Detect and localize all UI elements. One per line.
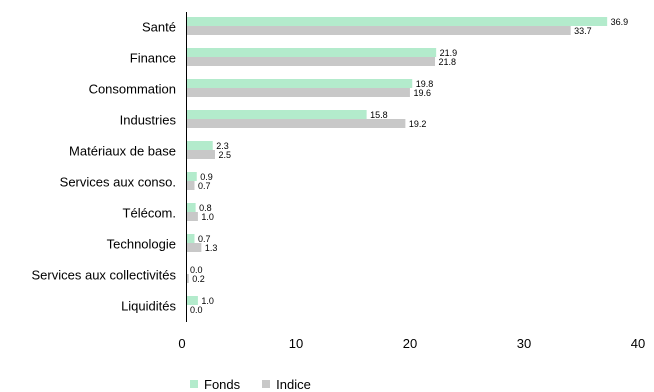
- value-label-indice-telecom: 1.0: [201, 212, 214, 222]
- value-label-indice-liquidites: 0.0: [190, 305, 203, 315]
- legend-swatch-fonds: [190, 380, 198, 388]
- category-label-consommation: Consommation: [89, 82, 176, 97]
- bar-fonds-liquidites: [186, 296, 198, 305]
- bars-group: 36.9 33.7 21.921.8 19.819.6 15.8 19.2 2.32.5 0.…: [186, 17, 629, 315]
- value-label-fonds-sante: 36.9: [611, 17, 629, 27]
- bar-fonds-finance: [186, 48, 437, 57]
- legend-item-indice: Indice: [262, 377, 311, 392]
- category-label-liquidites: Liquidités: [121, 299, 176, 314]
- category-label-technologie: Technologie: [107, 237, 176, 252]
- category-label-finance: Finance: [130, 51, 176, 66]
- x-tick-label-0: 0: [178, 336, 185, 351]
- legend-swatch-indice: [262, 380, 271, 388]
- value-label-indice-sante: 33.7: [574, 26, 592, 36]
- value-label-indice-industries: 19.2: [409, 119, 427, 129]
- value-label-fonds-technologie: 0.7: [198, 234, 211, 244]
- value-label-indice-technologie: 1.3: [205, 243, 218, 253]
- bar-indice-telecom: [186, 212, 198, 221]
- value-label-fonds-liquidites: 1.0: [201, 296, 214, 306]
- category-label-industries: Industries: [120, 113, 177, 128]
- bar-indice-industries: [186, 119, 406, 128]
- bar-fonds-telecom: [186, 203, 196, 212]
- value-label-indice-finance: 21.8: [439, 57, 457, 67]
- bar-fonds-consommation: [186, 79, 413, 88]
- value-label-indice-services-aux-collectivites: 0.2: [192, 274, 205, 284]
- bar-chart: 36.9 33.7 21.921.8 19.819.6 15.8 19.2 2.32.5 0.…: [32, 12, 645, 351]
- x-tick-label-20: 20: [403, 336, 417, 351]
- legend-label-indice: Indice: [276, 376, 311, 392]
- bar-indice-materiaux-de-base: [186, 150, 215, 159]
- value-label-fonds-industries: 15.8: [370, 110, 388, 120]
- bar-fonds-materiaux-de-base: [186, 141, 213, 150]
- legend-item-fonds: Fonds: [190, 377, 240, 392]
- value-label-fonds-services-aux-collectivites: 0.0: [190, 265, 203, 275]
- x-tick-label-40: 40: [631, 336, 645, 351]
- bar-fonds-technologie: [186, 234, 195, 243]
- bar-fonds-industries: [186, 110, 367, 119]
- category-label-services-aux-collectivites: Services aux collectivités: [32, 268, 177, 283]
- value-label-indice-consommation: 19.6: [413, 88, 431, 98]
- bar-fonds-services-aux-conso: [186, 172, 197, 181]
- category-labels: Santé Finance Consommation Industries Matéri…: [32, 20, 177, 314]
- bar-fonds-sante: [186, 17, 608, 26]
- value-label-indice-services-aux-conso: 0.7: [198, 181, 211, 191]
- legend-label-fonds: Fonds: [204, 376, 241, 392]
- bar-indice-technologie: [186, 243, 202, 252]
- category-label-services-aux-conso: Services aux conso.: [60, 175, 176, 190]
- category-label-telecom: Télécom.: [123, 206, 176, 221]
- bar-indice-sante: [186, 26, 571, 35]
- x-tick-label-10: 10: [289, 336, 303, 351]
- value-label-fonds-services-aux-conso: 0.9: [200, 172, 213, 182]
- bar-indice-services-aux-collectivites: [186, 274, 189, 283]
- bar-indice-services-aux-conso: [186, 181, 195, 190]
- x-tick-label-30: 30: [517, 336, 531, 351]
- category-label-materiaux-de-base: Matériaux de base: [69, 144, 176, 159]
- value-label-fonds-consommation: 19.8: [416, 79, 434, 89]
- category-label-sante: Santé: [142, 20, 176, 35]
- value-label-indice-materiaux-de-base: 2.5: [219, 150, 232, 160]
- bar-indice-consommation: [186, 88, 410, 97]
- x-axis-ticks: 0 10 20 30 40: [178, 336, 645, 351]
- value-label-fonds-materiaux-de-base: 2.3: [216, 141, 229, 151]
- value-label-fonds-telecom: 0.8: [199, 203, 212, 213]
- legend: Fonds Indice: [190, 376, 333, 392]
- bar-indice-finance: [186, 57, 436, 66]
- value-label-fonds-finance: 21.9: [440, 48, 458, 58]
